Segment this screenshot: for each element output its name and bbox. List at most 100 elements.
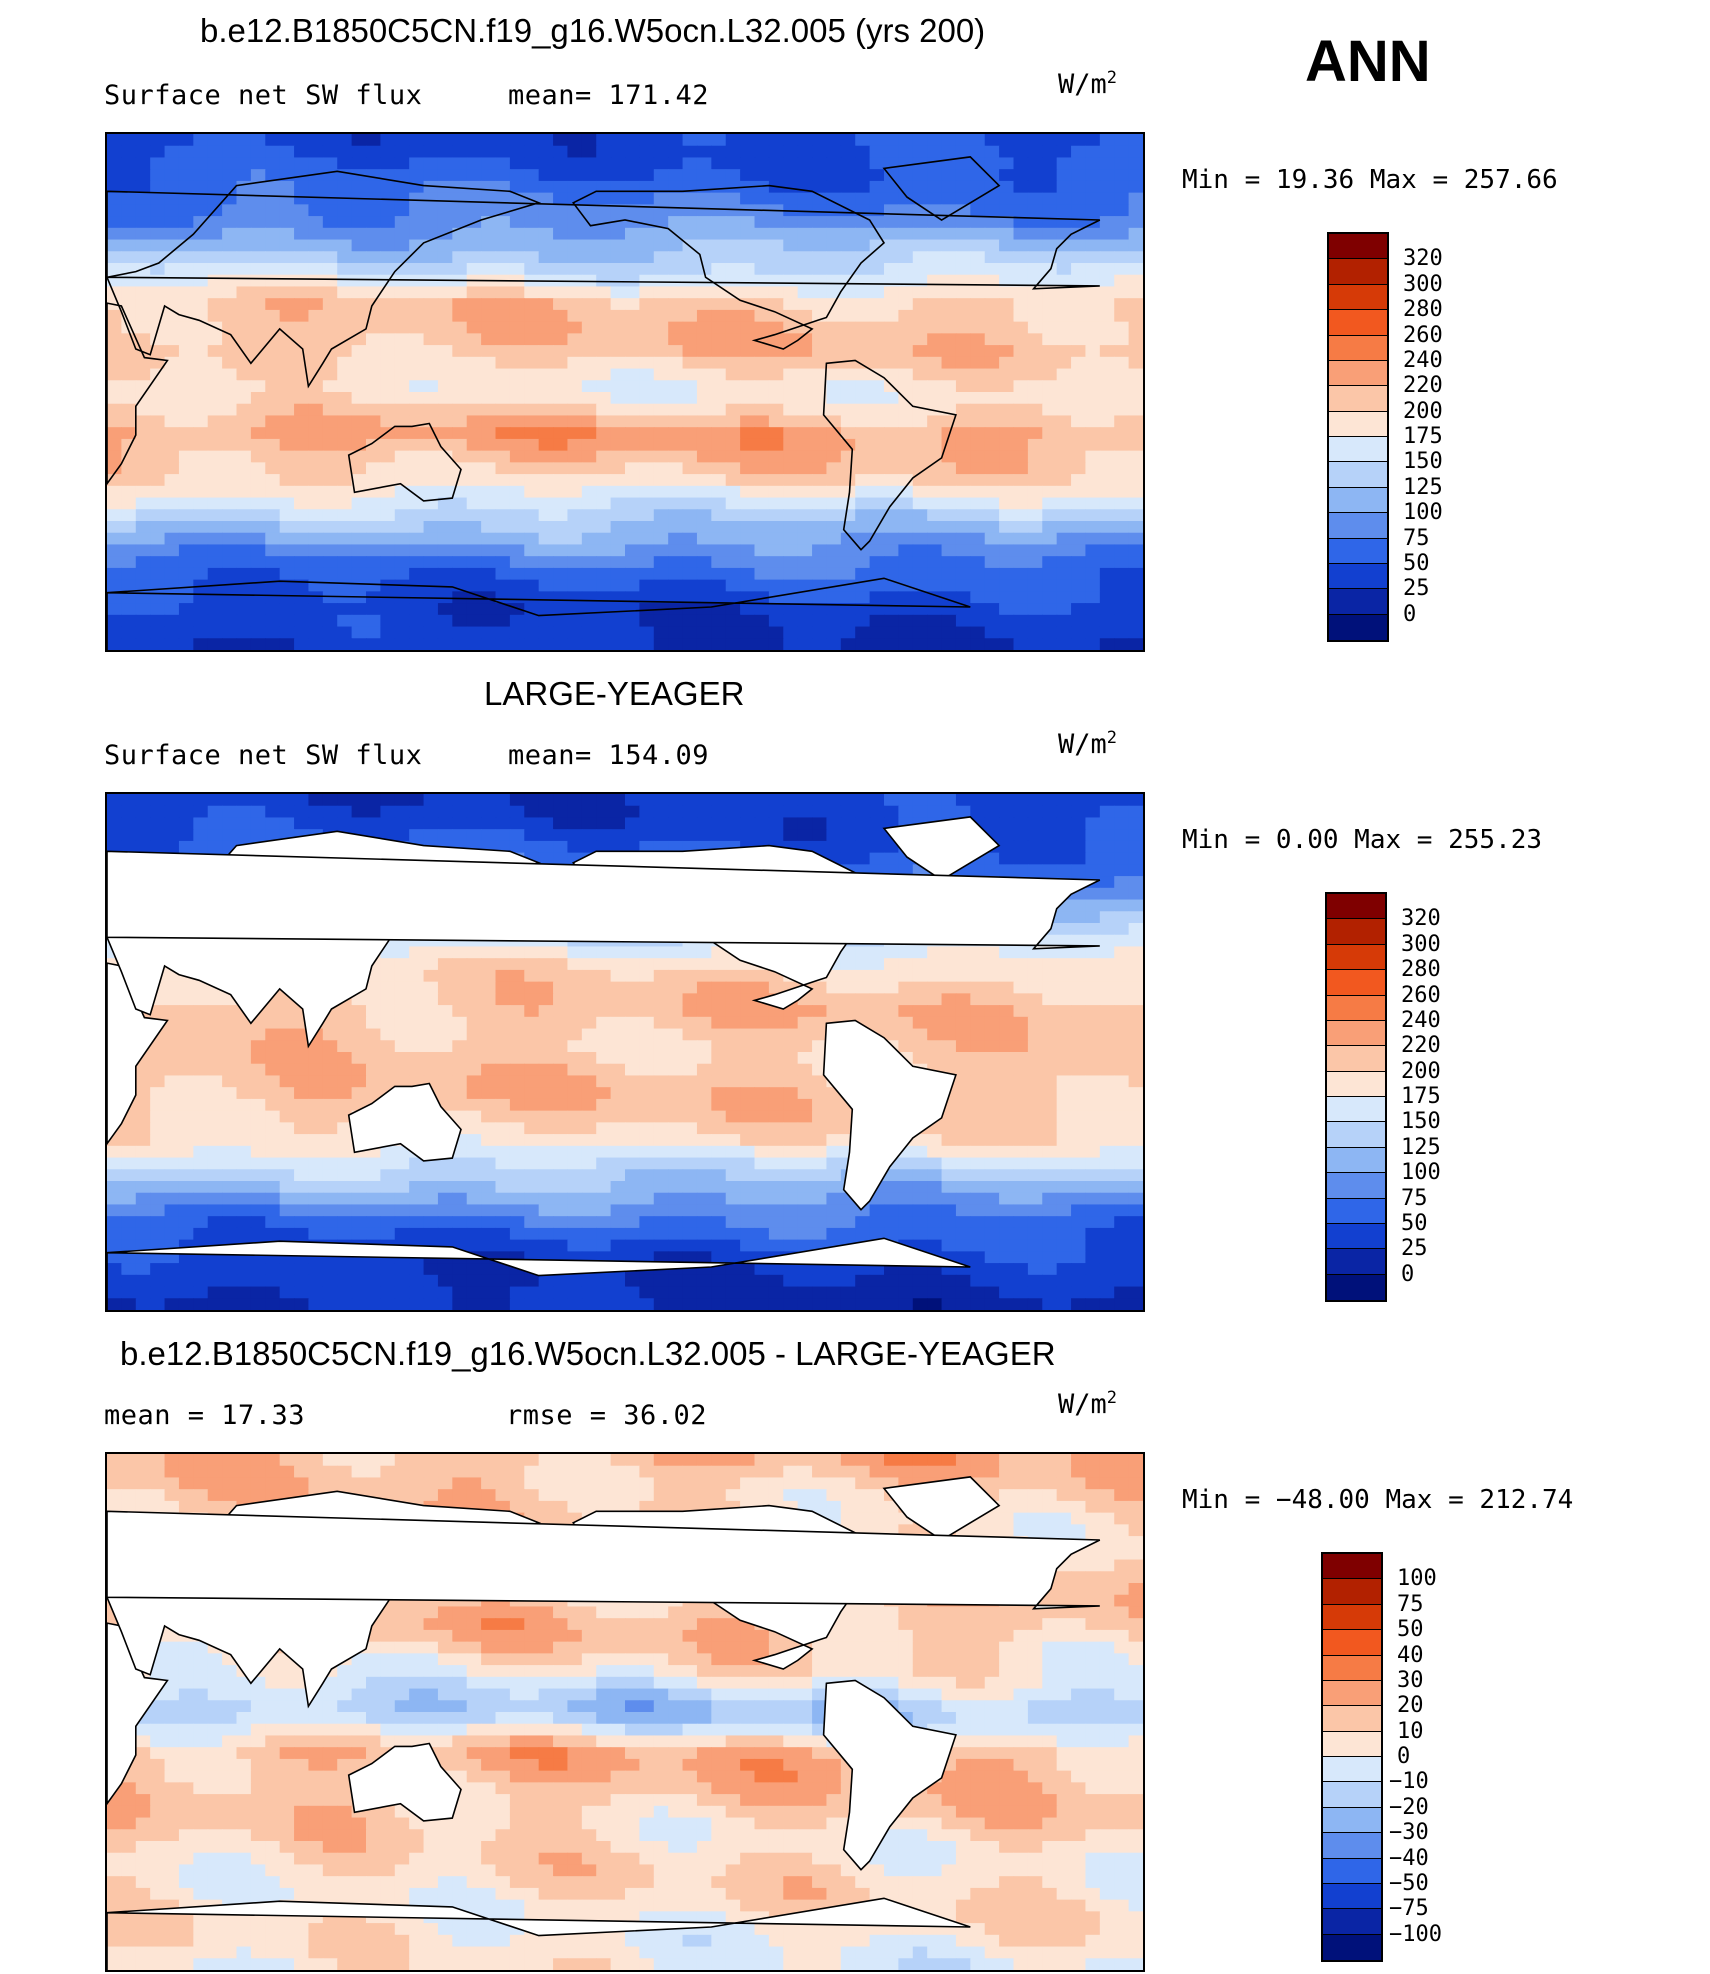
field-cell	[596, 544, 612, 557]
field-cell	[855, 298, 871, 311]
field-cell	[754, 969, 770, 983]
field-cell	[308, 485, 324, 499]
field-cell	[423, 829, 439, 842]
field-cell	[481, 368, 497, 381]
field-cell	[178, 544, 194, 557]
field-cell	[941, 1016, 957, 1030]
field-cell	[826, 556, 842, 569]
field-cell	[581, 591, 597, 604]
field-cell	[812, 145, 828, 159]
field-cell	[351, 333, 367, 346]
field-cell	[1114, 556, 1130, 569]
field-cell	[754, 216, 770, 229]
field-cell	[812, 614, 828, 628]
field-cell	[653, 415, 669, 428]
field-cell	[107, 614, 122, 628]
field-cell	[581, 817, 597, 830]
field-cell	[107, 239, 122, 252]
field-cell	[394, 298, 410, 311]
field-cell	[711, 180, 727, 194]
field-cell	[1099, 579, 1115, 592]
field-cell	[596, 946, 612, 959]
field-cell	[581, 509, 597, 522]
field-cell	[610, 1075, 626, 1088]
field-cell	[207, 380, 223, 393]
field-cell	[351, 204, 367, 217]
field-cell	[495, 485, 511, 499]
field-cell	[682, 134, 698, 147]
field-cell	[682, 544, 698, 557]
field-cell	[452, 321, 468, 334]
field-cell	[279, 438, 295, 452]
field-cell	[135, 509, 151, 522]
field-cell	[207, 532, 223, 546]
field-cell	[884, 556, 899, 569]
field-cell	[797, 638, 813, 650]
field-cell	[725, 462, 741, 475]
field-cell	[1027, 157, 1043, 170]
field-cell	[653, 368, 669, 381]
field-cell	[927, 521, 943, 534]
field-cell	[322, 427, 338, 440]
field-cell	[553, 474, 569, 487]
field-cell	[495, 286, 511, 299]
field-cell	[1013, 603, 1029, 616]
field-cell	[294, 216, 310, 229]
field-cell	[855, 497, 871, 510]
field-cell	[955, 614, 971, 628]
field-cell	[1027, 192, 1043, 205]
field-cell	[754, 286, 770, 299]
field-cell	[639, 462, 655, 475]
field-cell	[250, 180, 266, 194]
field-cell	[366, 286, 381, 299]
field-cell	[308, 591, 324, 604]
field-cell	[984, 274, 1000, 288]
field-cell	[452, 532, 468, 546]
field-cell	[553, 356, 569, 370]
field-cell	[553, 309, 569, 323]
field-cell	[682, 497, 698, 510]
field-cell	[826, 591, 842, 604]
field-cell	[1114, 591, 1130, 604]
field-cell	[294, 1075, 310, 1088]
field-cell	[740, 403, 756, 417]
field-cell	[250, 817, 266, 830]
field-cell	[812, 521, 828, 534]
field-cell	[581, 333, 597, 346]
field-cell	[538, 509, 554, 522]
field-cell	[1013, 309, 1029, 323]
field-cell	[768, 591, 784, 604]
field-cell	[466, 614, 482, 628]
field-cell	[524, 1016, 540, 1030]
field-cell	[423, 427, 439, 440]
field-cell	[826, 579, 842, 592]
field-cell	[1027, 626, 1043, 639]
field-cell	[452, 1063, 468, 1077]
field-cell	[696, 958, 712, 971]
field-cell	[1114, 840, 1130, 854]
field-cell	[279, 1063, 295, 1077]
field-cell	[265, 1063, 281, 1077]
field-cell	[308, 192, 324, 205]
field-cell	[409, 134, 425, 147]
field-cell	[1056, 993, 1072, 1006]
field-cell	[970, 392, 986, 405]
field-cell	[409, 192, 425, 205]
field-cell	[840, 1005, 856, 1018]
field-cell	[366, 817, 381, 830]
field-cell	[178, 274, 194, 288]
field-cell	[711, 1040, 727, 1053]
field-cell	[150, 817, 166, 830]
field-cell	[495, 169, 511, 182]
field-cell	[653, 638, 669, 650]
field-cell	[1128, 309, 1143, 323]
field-cell	[222, 638, 238, 650]
field-cell	[653, 403, 669, 417]
field-cell	[754, 380, 770, 393]
field-cell	[423, 1052, 439, 1065]
field-cell	[466, 805, 482, 819]
field-cell	[639, 134, 655, 147]
field-cell	[366, 462, 381, 475]
field-cell	[639, 368, 655, 381]
field-cell	[553, 427, 569, 440]
